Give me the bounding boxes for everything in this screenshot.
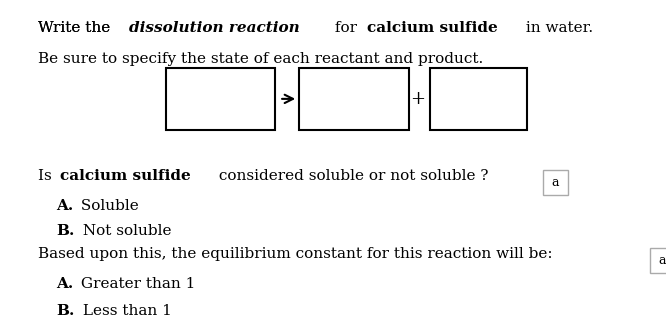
Text: a: a <box>659 254 666 267</box>
Text: Write the: Write the <box>38 21 115 35</box>
Text: calcium sulfide: calcium sulfide <box>368 21 498 35</box>
Text: Be sure to specify the state of each reactant and product.: Be sure to specify the state of each rea… <box>38 52 483 65</box>
Text: +: + <box>410 90 426 108</box>
Text: Not soluble: Not soluble <box>78 224 171 238</box>
FancyBboxPatch shape <box>299 68 409 130</box>
Text: Based upon this, the equilibrium constant for this reaction will be:: Based upon this, the equilibrium constan… <box>38 246 553 260</box>
FancyBboxPatch shape <box>543 170 567 195</box>
Text: B.: B. <box>56 304 75 316</box>
FancyBboxPatch shape <box>166 68 275 130</box>
Text: Soluble: Soluble <box>77 199 139 213</box>
Text: A.: A. <box>56 277 73 291</box>
Text: dissolution reaction: dissolution reaction <box>129 21 300 35</box>
Text: Write the: Write the <box>38 21 115 35</box>
FancyBboxPatch shape <box>650 248 666 273</box>
Text: in water.: in water. <box>521 21 593 35</box>
Text: a: a <box>551 176 559 189</box>
Text: considered soluble or not soluble ?: considered soluble or not soluble ? <box>214 168 488 183</box>
Text: for: for <box>330 21 362 35</box>
Text: A.: A. <box>56 199 73 213</box>
Text: Less than 1: Less than 1 <box>78 304 172 316</box>
Text: Greater than 1: Greater than 1 <box>77 277 196 291</box>
FancyBboxPatch shape <box>430 68 527 130</box>
Text: calcium sulfide: calcium sulfide <box>60 168 190 183</box>
Text: Is: Is <box>38 168 57 183</box>
Text: B.: B. <box>56 224 75 238</box>
